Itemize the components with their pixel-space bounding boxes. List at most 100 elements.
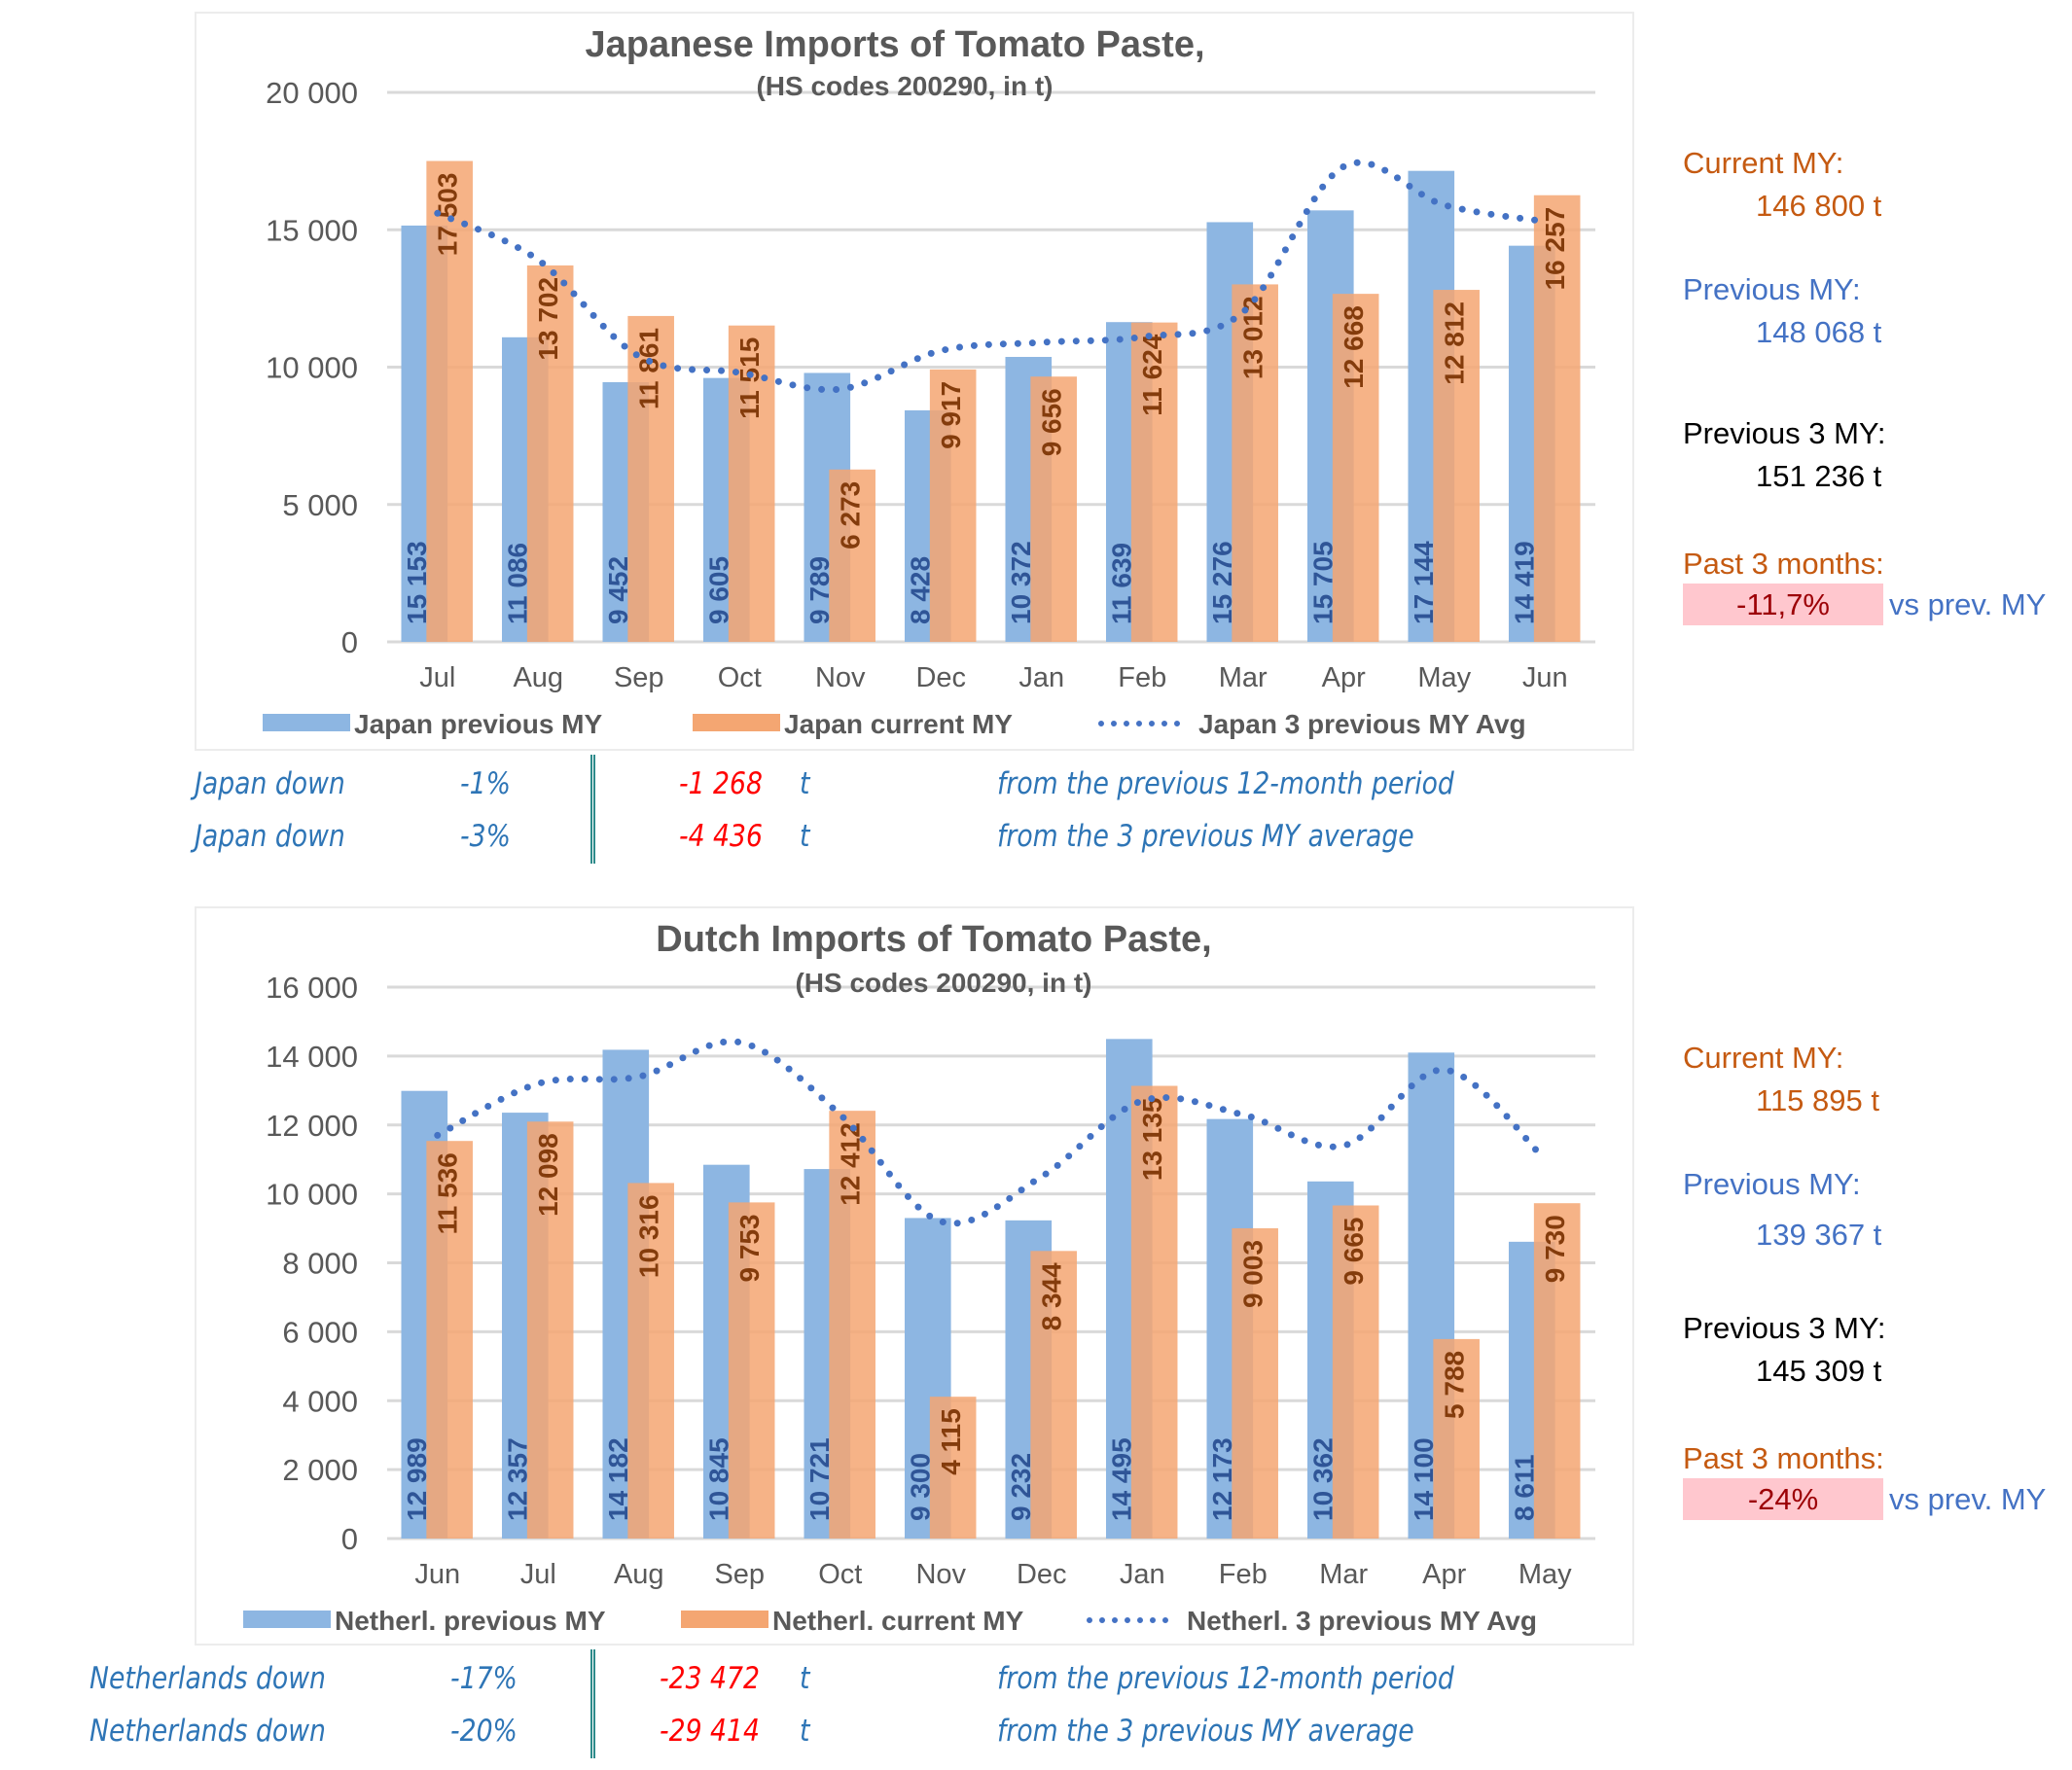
footer-amount: -23 472 [660, 1661, 760, 1696]
bar-current [728, 1202, 775, 1539]
x-tick-label: Nov [915, 1559, 966, 1590]
bar-label-current: 11 536 [433, 1152, 463, 1234]
chart-title: Japanese Imports of Tomato Paste, [585, 24, 1204, 65]
bar-current [627, 1183, 674, 1539]
footer-unit: t [800, 766, 810, 801]
x-tick-label: Oct [818, 1559, 862, 1590]
footer-label: Netherlands down [89, 1714, 326, 1749]
bar-label-previous: 12 989 [402, 1437, 432, 1521]
bar-label-current: 10 316 [634, 1194, 664, 1278]
current-my-value: 146 800 t [1756, 189, 1882, 223]
footer-unit: t [800, 819, 810, 854]
legend-label-avg: Netherl. 3 previous MY Avg [1187, 1606, 1537, 1636]
x-tick-label: Dec [1017, 1559, 1067, 1590]
bar-label-previous: 14 100 [1409, 1437, 1439, 1521]
bar-current [1332, 1205, 1379, 1539]
previous-my-label: Previous MY: [1683, 272, 1861, 306]
previous-3my-label: Previous 3 MY: [1683, 416, 1886, 450]
y-tick-label: 8 000 [282, 1247, 358, 1281]
past-3-months-label: Past 3 months: [1683, 1441, 1884, 1475]
bar-current [929, 369, 977, 642]
bar-label-previous: 12 357 [502, 1437, 532, 1521]
bar-label-current: 5 788 [1440, 1351, 1470, 1419]
bar-current [1030, 1251, 1077, 1539]
bar-label-current: 11 624 [1137, 334, 1167, 416]
previous-3my-value: 145 309 t [1756, 1354, 1882, 1388]
bar-label-current: 12 098 [533, 1133, 563, 1217]
bar-current [1030, 376, 1077, 642]
y-tick-label: 0 [341, 625, 358, 659]
bar-label-previous: 12 173 [1207, 1437, 1237, 1521]
bar-current [426, 160, 473, 642]
bar-label-current: 4 115 [936, 1408, 966, 1475]
footer-text: from the 3 previous MY average [997, 1714, 1414, 1749]
bar-label-current: 9 753 [734, 1214, 765, 1282]
bar-current [1232, 284, 1278, 642]
x-tick-label: Jul [520, 1559, 556, 1590]
bar-current [627, 315, 674, 642]
bar-label-previous: 9 300 [905, 1453, 935, 1521]
past-3-months-badge: -24% [1683, 1478, 1883, 1520]
y-tick-label: 4 000 [282, 1384, 358, 1418]
current-my-label: Current MY: [1683, 146, 1844, 180]
legend-label-previous: Netherl. previous MY [335, 1606, 606, 1636]
past-3-months-badge: -11,7% [1683, 584, 1883, 625]
bar-label-current: 16 257 [1540, 207, 1570, 291]
bar-label-previous: 14 419 [1509, 541, 1539, 624]
footer-pct: -17% [450, 1661, 518, 1696]
bar-label-current: 9 003 [1238, 1240, 1268, 1308]
previous-my-value: 139 367 t [1756, 1218, 1882, 1252]
x-tick-label: Aug [513, 662, 563, 693]
bar-label-previous: 15 153 [402, 541, 432, 624]
bar-label-current: 11 515 [734, 337, 765, 419]
bar-label-current: 9 665 [1339, 1217, 1369, 1285]
y-tick-label: 14 000 [266, 1040, 358, 1074]
bar-label-previous: 9 605 [703, 556, 733, 624]
legend-label-current: Netherl. current MY [772, 1606, 1024, 1636]
bar-label-previous: 10 721 [804, 1437, 835, 1521]
x-tick-label: Jan [1018, 662, 1064, 693]
bar-current [929, 1397, 977, 1539]
x-tick-label: Jun [1522, 662, 1568, 693]
footer-label: Netherlands down [89, 1661, 326, 1696]
past-3-months-suffix: vs prev. MY [1889, 587, 2047, 621]
x-tick-label: Jul [419, 662, 455, 693]
bar-current [1130, 322, 1178, 642]
bar-label-current: 6 273 [836, 481, 866, 549]
x-tick-label: Apr [1422, 1559, 1466, 1590]
bar-current [829, 469, 875, 642]
bar-label-current: 9 917 [936, 381, 966, 449]
x-tick-label: Dec [915, 662, 966, 693]
bar-current [426, 1141, 473, 1539]
footer-divider [590, 1649, 595, 1758]
bar-current [829, 1111, 875, 1539]
bar-label-current: 12 812 [1440, 301, 1470, 385]
x-tick-label: May [1518, 1559, 1572, 1590]
bar-label-current: 9 656 [1037, 388, 1067, 456]
bar-current [1130, 1085, 1178, 1539]
y-tick-label: 5 000 [282, 488, 358, 522]
x-tick-label: Feb [1219, 1559, 1268, 1590]
bar-label-previous: 15 276 [1207, 541, 1237, 624]
footer-text: from the previous 12-month period [997, 766, 1454, 801]
y-tick-label: 20 000 [266, 76, 358, 110]
bar-label-previous: 9 452 [603, 556, 633, 624]
bar-current [1232, 1227, 1278, 1539]
bar-current [526, 265, 574, 642]
x-tick-label: Aug [614, 1559, 664, 1590]
bar-current [1332, 294, 1379, 642]
bar-current [1433, 290, 1480, 642]
current-my-value: 115 895 t [1756, 1083, 1879, 1117]
x-tick-label: Jan [1120, 1559, 1165, 1590]
legend-swatch-current [681, 1611, 768, 1628]
footer-divider [590, 755, 595, 864]
bar-current [1533, 1203, 1581, 1539]
y-tick-label: 0 [341, 1522, 358, 1556]
footer-amount: -29 414 [660, 1714, 760, 1749]
bar-label-previous: 9 789 [804, 556, 835, 624]
bar-current [526, 1121, 574, 1539]
y-tick-label: 15 000 [266, 213, 358, 247]
previous-my-value: 148 068 t [1756, 315, 1882, 349]
bar-label-current: 11 861 [634, 328, 664, 409]
bar-label-previous: 11 639 [1106, 543, 1136, 624]
